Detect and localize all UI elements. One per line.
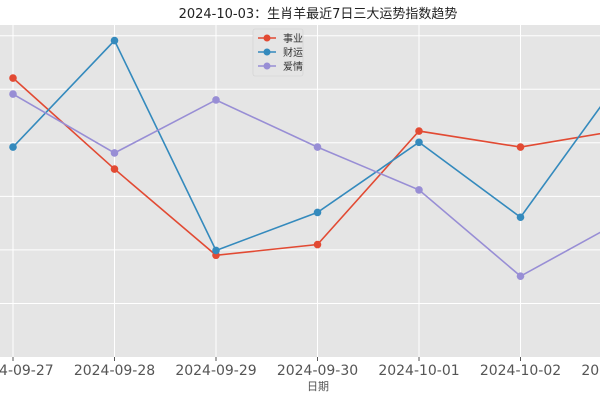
data-point [212,246,220,255]
legend-swatch-marker [263,62,271,70]
x-tick-label: 2024-09-28 [74,363,155,379]
data-point [516,143,525,151]
data-point [516,272,525,280]
x-tick-label: 2024-09-30 [277,363,358,379]
legend-label: 爱情 [283,60,303,73]
x-tick-label: 2024-10-02 [480,363,561,379]
x-tick-label: 2024-09-29 [175,363,256,379]
x-tick-label: 2024-10-03 [581,363,600,379]
data-point [9,143,17,151]
x-tick-label: 2024-10-01 [378,363,459,379]
legend-label: 财运 [283,46,303,59]
data-point [110,165,119,173]
data-point [313,240,322,249]
x-ticks: 2024-09-27 2024-09-28 2024-09-29 2024-09-30… [0,357,600,379]
data-point [415,127,423,135]
data-point [110,36,119,45]
plot-background [0,25,600,357]
data-point [415,138,423,147]
x-axis-label: 日期 [307,380,329,393]
legend-label: 事业 [283,32,303,45]
legend-swatch-marker [263,48,271,56]
legend-swatch-marker [263,34,271,42]
data-point [415,186,423,194]
series-group [9,36,600,280]
x-tick-label: 2024-09-27 [0,363,54,379]
chart-title: 2024-10-03：生肖羊最近7日三大运势指数趋势 [179,6,458,22]
data-point [9,74,17,82]
data-point [9,90,17,98]
data-point [313,143,322,151]
data-point [110,149,119,157]
data-point [313,208,322,217]
data-point [516,213,525,222]
data-point [212,96,220,104]
